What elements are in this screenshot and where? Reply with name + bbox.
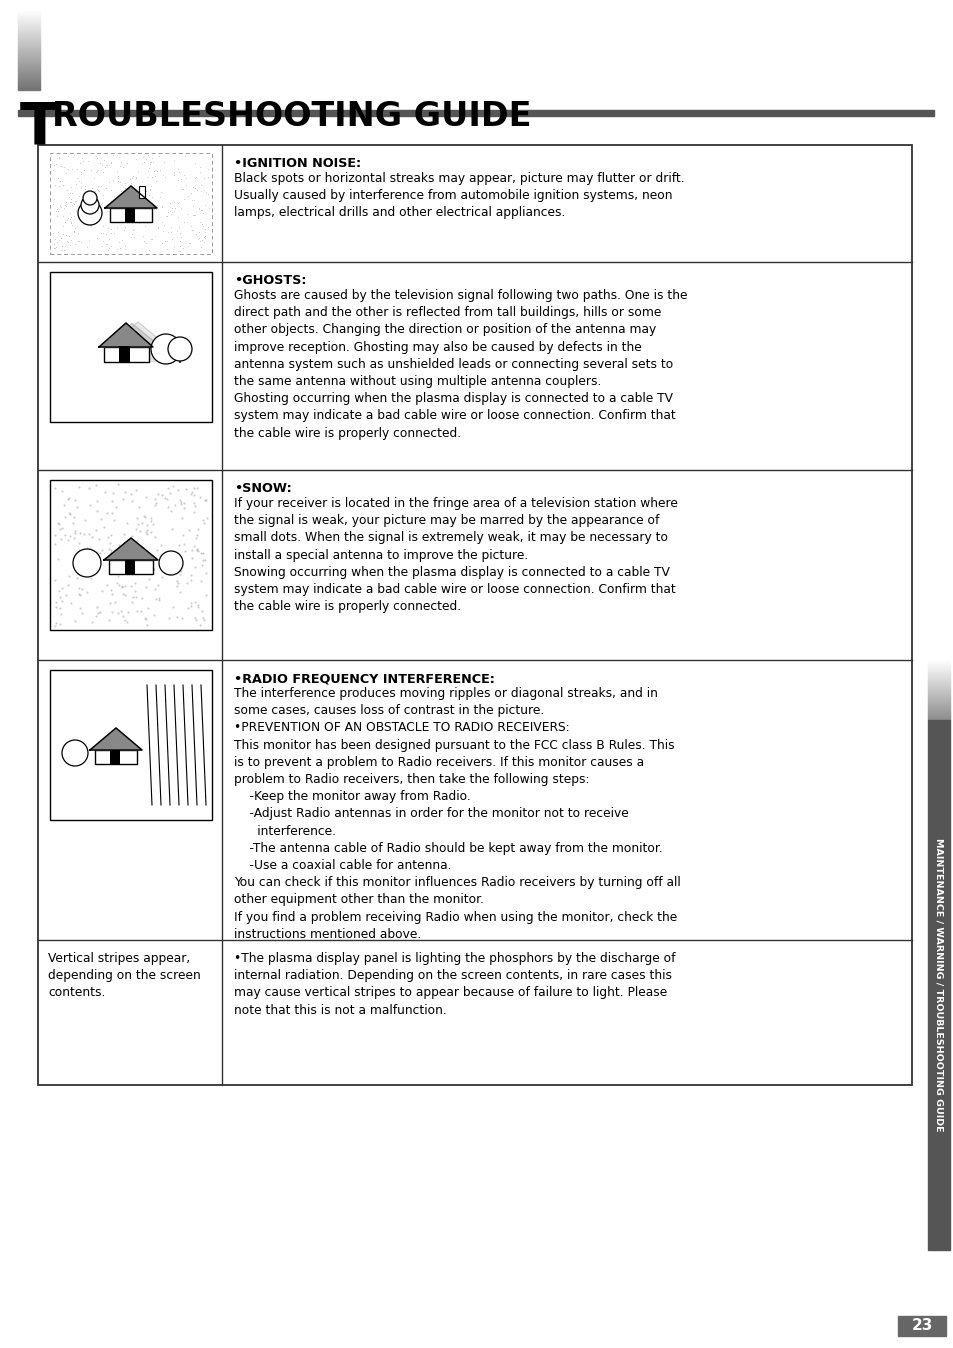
Bar bbox=[50, 480, 212, 630]
Bar bbox=[50, 272, 212, 422]
Text: •IGNITION NOISE:: •IGNITION NOISE: bbox=[233, 156, 361, 170]
Text: Black spots or horizontal streaks may appear, picture may flutter or drift.
Usua: Black spots or horizontal streaks may ap… bbox=[233, 173, 684, 220]
Bar bbox=[110, 345, 154, 360]
Text: T: T bbox=[20, 100, 60, 156]
Text: 23: 23 bbox=[910, 1318, 932, 1333]
Circle shape bbox=[151, 334, 181, 364]
Circle shape bbox=[78, 201, 102, 225]
Circle shape bbox=[168, 337, 192, 361]
Bar bbox=[110, 208, 152, 222]
Bar bbox=[927, 720, 949, 1250]
Bar bbox=[95, 749, 137, 764]
Bar bbox=[125, 208, 135, 222]
Text: Ghosts are caused by the television signal following two paths. One is the
direc: Ghosts are caused by the television sign… bbox=[233, 288, 687, 439]
Text: If your receiver is located in the fringe area of a television station where
the: If your receiver is located in the fring… bbox=[233, 497, 678, 613]
Bar bbox=[104, 346, 149, 363]
Bar bbox=[38, 146, 911, 1085]
Text: •SNOW:: •SNOW: bbox=[233, 483, 292, 495]
Circle shape bbox=[73, 549, 101, 577]
Polygon shape bbox=[105, 186, 157, 208]
Text: •The plasma display panel is lighting the phosphors by the discharge of
internal: •The plasma display panel is lighting th… bbox=[233, 952, 675, 1016]
Text: ROUBLESHOOTING GUIDE: ROUBLESHOOTING GUIDE bbox=[52, 100, 531, 133]
Polygon shape bbox=[105, 324, 159, 345]
Bar bbox=[50, 154, 212, 253]
Bar bbox=[50, 670, 212, 820]
Bar bbox=[110, 749, 120, 764]
Bar bbox=[139, 186, 145, 198]
Bar bbox=[119, 346, 130, 363]
Text: •GHOSTS:: •GHOSTS: bbox=[233, 274, 306, 287]
Bar bbox=[125, 559, 135, 574]
Circle shape bbox=[62, 740, 88, 766]
Text: •RADIO FREQUENCY INTERFERENCE:: •RADIO FREQUENCY INTERFERENCE: bbox=[233, 673, 495, 685]
Bar bbox=[109, 559, 152, 574]
Bar bbox=[897, 1316, 945, 1336]
Circle shape bbox=[81, 195, 99, 214]
Polygon shape bbox=[99, 324, 152, 346]
Bar bbox=[18, 111, 933, 116]
Text: MAINTENANCE / WARNING / TROUBLESHOOTING GUIDE: MAINTENANCE / WARNING / TROUBLESHOOTING … bbox=[934, 838, 943, 1132]
Polygon shape bbox=[111, 322, 165, 344]
Bar bbox=[116, 344, 161, 359]
Polygon shape bbox=[90, 728, 142, 749]
Circle shape bbox=[159, 551, 183, 576]
Circle shape bbox=[83, 191, 97, 205]
Polygon shape bbox=[104, 538, 158, 559]
Text: The interference produces moving ripples or diagonal streaks, and in
some cases,: The interference produces moving ripples… bbox=[233, 687, 680, 941]
Text: Vertical stripes appear,
depending on the screen
contents.: Vertical stripes appear, depending on th… bbox=[48, 952, 200, 999]
